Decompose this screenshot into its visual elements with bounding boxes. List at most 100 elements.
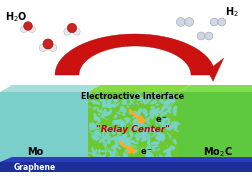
Polygon shape bbox=[0, 85, 100, 92]
Ellipse shape bbox=[122, 132, 127, 140]
Ellipse shape bbox=[114, 99, 118, 102]
Bar bbox=[88, 92, 177, 162]
Ellipse shape bbox=[170, 97, 174, 101]
Ellipse shape bbox=[97, 129, 105, 131]
Ellipse shape bbox=[88, 122, 93, 127]
Text: H$_2$O: H$_2$O bbox=[5, 10, 27, 24]
Ellipse shape bbox=[104, 111, 112, 116]
Ellipse shape bbox=[97, 101, 100, 105]
Ellipse shape bbox=[134, 133, 140, 138]
Ellipse shape bbox=[150, 141, 158, 145]
Ellipse shape bbox=[161, 106, 164, 110]
Ellipse shape bbox=[133, 92, 141, 96]
Ellipse shape bbox=[169, 123, 174, 129]
Polygon shape bbox=[55, 34, 214, 75]
Ellipse shape bbox=[88, 130, 93, 135]
Ellipse shape bbox=[119, 136, 125, 141]
Ellipse shape bbox=[132, 152, 134, 154]
Ellipse shape bbox=[168, 147, 171, 155]
Ellipse shape bbox=[130, 146, 136, 149]
Ellipse shape bbox=[131, 125, 134, 128]
Text: e$^-$: e$^-$ bbox=[139, 147, 153, 157]
Ellipse shape bbox=[91, 100, 98, 104]
Polygon shape bbox=[207, 58, 223, 81]
Ellipse shape bbox=[92, 158, 96, 161]
Ellipse shape bbox=[132, 111, 137, 115]
Ellipse shape bbox=[122, 153, 128, 157]
Ellipse shape bbox=[170, 94, 174, 96]
Ellipse shape bbox=[165, 101, 168, 104]
Ellipse shape bbox=[129, 144, 137, 148]
Ellipse shape bbox=[129, 126, 131, 130]
Ellipse shape bbox=[121, 140, 129, 145]
Ellipse shape bbox=[99, 97, 105, 103]
Ellipse shape bbox=[152, 129, 155, 133]
Ellipse shape bbox=[135, 103, 139, 105]
Ellipse shape bbox=[139, 127, 142, 131]
Ellipse shape bbox=[145, 154, 150, 158]
Ellipse shape bbox=[103, 140, 106, 148]
Ellipse shape bbox=[156, 134, 163, 138]
Ellipse shape bbox=[158, 99, 163, 103]
Ellipse shape bbox=[112, 152, 115, 159]
Ellipse shape bbox=[113, 147, 115, 151]
Ellipse shape bbox=[167, 109, 169, 112]
Ellipse shape bbox=[165, 110, 167, 113]
Ellipse shape bbox=[154, 123, 158, 127]
Ellipse shape bbox=[98, 149, 100, 153]
Ellipse shape bbox=[161, 120, 165, 124]
Ellipse shape bbox=[136, 122, 143, 127]
Ellipse shape bbox=[168, 126, 171, 128]
Ellipse shape bbox=[94, 136, 98, 140]
Ellipse shape bbox=[160, 134, 163, 142]
Ellipse shape bbox=[140, 147, 142, 152]
Ellipse shape bbox=[158, 107, 164, 114]
Ellipse shape bbox=[92, 150, 96, 157]
Ellipse shape bbox=[155, 156, 158, 159]
Ellipse shape bbox=[137, 108, 142, 114]
Ellipse shape bbox=[172, 107, 176, 114]
Ellipse shape bbox=[120, 122, 125, 126]
Ellipse shape bbox=[114, 103, 119, 107]
Ellipse shape bbox=[131, 124, 136, 130]
Ellipse shape bbox=[167, 127, 171, 131]
Bar bbox=[177, 92, 252, 162]
Ellipse shape bbox=[141, 120, 143, 122]
Ellipse shape bbox=[166, 108, 171, 112]
Ellipse shape bbox=[164, 100, 168, 104]
Ellipse shape bbox=[160, 134, 165, 139]
Ellipse shape bbox=[132, 116, 135, 119]
Ellipse shape bbox=[163, 101, 166, 105]
Ellipse shape bbox=[161, 123, 163, 126]
Ellipse shape bbox=[93, 113, 95, 116]
Ellipse shape bbox=[163, 149, 167, 153]
Ellipse shape bbox=[99, 155, 102, 158]
Ellipse shape bbox=[160, 111, 167, 116]
Ellipse shape bbox=[146, 137, 150, 145]
Ellipse shape bbox=[118, 110, 123, 112]
Ellipse shape bbox=[156, 132, 161, 137]
Ellipse shape bbox=[165, 124, 170, 129]
Ellipse shape bbox=[87, 152, 93, 154]
Ellipse shape bbox=[121, 157, 126, 160]
Ellipse shape bbox=[120, 141, 123, 144]
Ellipse shape bbox=[89, 124, 97, 130]
Ellipse shape bbox=[148, 112, 152, 115]
Ellipse shape bbox=[121, 135, 125, 141]
Ellipse shape bbox=[155, 103, 159, 106]
Circle shape bbox=[39, 44, 47, 52]
Ellipse shape bbox=[150, 129, 157, 130]
Ellipse shape bbox=[165, 121, 169, 129]
Ellipse shape bbox=[162, 112, 167, 115]
Ellipse shape bbox=[143, 98, 150, 105]
Ellipse shape bbox=[121, 99, 127, 105]
Ellipse shape bbox=[154, 121, 158, 123]
Ellipse shape bbox=[137, 93, 140, 98]
Ellipse shape bbox=[158, 122, 163, 127]
Ellipse shape bbox=[119, 121, 124, 129]
Ellipse shape bbox=[127, 140, 134, 143]
Ellipse shape bbox=[118, 137, 122, 143]
Ellipse shape bbox=[169, 145, 171, 150]
Ellipse shape bbox=[150, 110, 151, 116]
Ellipse shape bbox=[120, 123, 124, 130]
